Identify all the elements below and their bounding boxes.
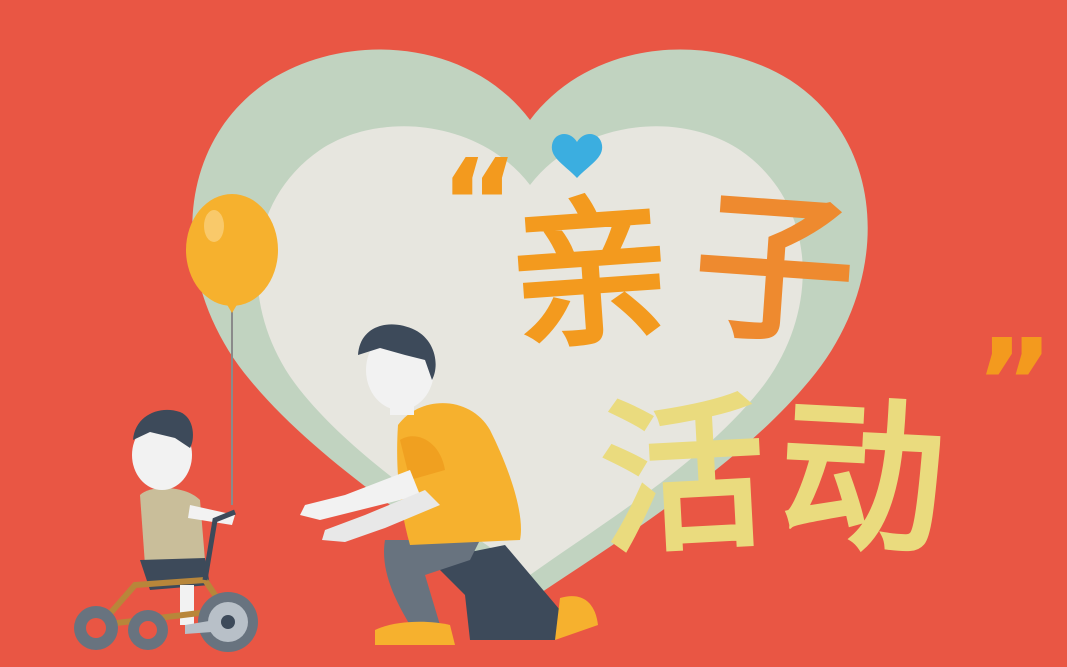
heart-inner-icon: [257, 126, 803, 575]
father-figure: [300, 324, 598, 645]
close-quote: ”: [975, 315, 1054, 454]
balloon-icon: [186, 194, 278, 505]
title-char-huo: 活: [596, 378, 771, 578]
open-quote: “: [440, 135, 519, 274]
tricycle-icon: [74, 509, 258, 652]
title-char-dong: 动: [775, 378, 950, 578]
small-heart-icon: [551, 134, 603, 178]
child-figure: [132, 409, 235, 625]
title-char-zi: 子: [688, 171, 861, 369]
title-char-qin: 亲: [504, 176, 677, 374]
